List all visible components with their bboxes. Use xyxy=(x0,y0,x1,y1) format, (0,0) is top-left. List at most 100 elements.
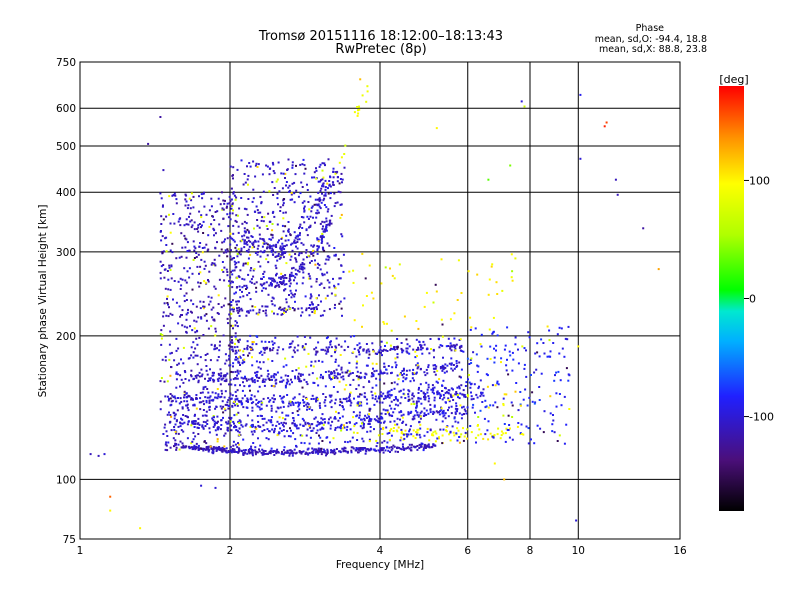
data-point xyxy=(187,416,189,419)
data-point xyxy=(279,245,282,248)
data-point xyxy=(356,106,359,108)
data-point xyxy=(447,409,449,412)
data-point xyxy=(315,297,318,300)
data-point xyxy=(315,167,317,170)
data-point xyxy=(416,362,419,365)
data-point xyxy=(271,428,274,431)
data-point xyxy=(294,375,296,378)
data-point xyxy=(232,191,235,194)
data-point xyxy=(177,432,180,435)
data-point xyxy=(258,311,261,314)
data-point xyxy=(160,329,163,332)
data-point xyxy=(401,351,404,354)
data-point xyxy=(235,377,238,380)
data-point xyxy=(614,178,617,181)
data-point xyxy=(390,407,393,410)
data-point xyxy=(314,353,317,356)
data-point xyxy=(402,447,405,450)
data-point xyxy=(376,353,378,355)
data-point xyxy=(251,406,254,409)
data-point xyxy=(402,367,405,370)
data-point xyxy=(328,221,331,224)
data-point xyxy=(290,451,293,454)
data-point xyxy=(365,351,368,354)
data-point xyxy=(243,240,246,243)
data-point xyxy=(268,284,271,287)
data-point xyxy=(413,379,415,382)
data-point xyxy=(185,281,188,284)
data-point xyxy=(326,348,329,351)
data-point xyxy=(455,360,458,362)
data-point xyxy=(230,429,233,432)
data-point xyxy=(394,450,397,453)
data-point xyxy=(567,325,570,328)
data-point xyxy=(273,454,276,456)
data-point xyxy=(192,420,195,423)
data-point xyxy=(220,447,222,450)
data-point xyxy=(195,446,198,448)
data-point xyxy=(371,362,374,365)
data-point xyxy=(290,271,293,274)
data-point xyxy=(210,197,213,200)
data-point xyxy=(242,438,245,441)
data-point xyxy=(223,202,226,205)
data-point xyxy=(434,283,437,286)
data-point xyxy=(218,446,221,448)
data-point xyxy=(412,348,415,351)
data-point xyxy=(260,415,263,417)
data-point xyxy=(377,373,380,376)
data-point xyxy=(378,418,381,421)
data-point xyxy=(451,425,454,428)
data-point xyxy=(240,197,243,199)
data-point xyxy=(383,365,386,368)
data-point xyxy=(376,442,379,444)
data-point xyxy=(370,418,373,421)
colorbar-tick-label: -100 xyxy=(749,411,774,424)
data-point xyxy=(293,239,296,242)
data-point xyxy=(454,412,457,415)
data-point xyxy=(415,402,418,405)
data-point xyxy=(224,374,227,377)
data-point xyxy=(199,391,202,394)
data-point xyxy=(194,448,197,451)
data-point xyxy=(213,219,216,221)
data-point xyxy=(227,322,229,325)
data-point xyxy=(179,421,181,424)
data-point xyxy=(371,372,373,375)
data-point xyxy=(464,410,467,413)
data-point xyxy=(226,422,229,425)
data-point xyxy=(243,385,246,388)
data-point xyxy=(285,414,288,417)
data-point xyxy=(222,270,225,273)
data-point xyxy=(374,352,377,355)
data-point xyxy=(453,345,456,348)
data-point xyxy=(424,396,427,399)
data-point xyxy=(410,443,413,446)
data-point xyxy=(171,251,174,254)
data-point xyxy=(225,359,228,362)
data-point xyxy=(318,294,320,297)
data-point xyxy=(174,430,177,433)
data-point xyxy=(201,424,204,427)
data-point xyxy=(181,246,184,249)
data-point xyxy=(379,369,382,372)
data-point xyxy=(426,391,429,394)
data-point xyxy=(289,427,291,430)
data-point xyxy=(166,380,169,383)
data-point xyxy=(317,359,320,362)
data-point xyxy=(195,407,198,410)
data-point xyxy=(234,332,237,335)
data-point xyxy=(220,407,223,410)
data-point xyxy=(241,361,244,364)
data-point xyxy=(191,420,194,423)
data-point xyxy=(369,426,372,428)
data-point xyxy=(373,418,376,421)
data-point xyxy=(177,443,180,446)
data-point xyxy=(492,436,495,439)
data-point xyxy=(220,449,223,452)
data-point xyxy=(185,218,188,221)
data-point xyxy=(197,417,200,420)
data-point xyxy=(310,295,313,298)
data-point xyxy=(201,425,204,428)
data-point xyxy=(164,448,167,451)
